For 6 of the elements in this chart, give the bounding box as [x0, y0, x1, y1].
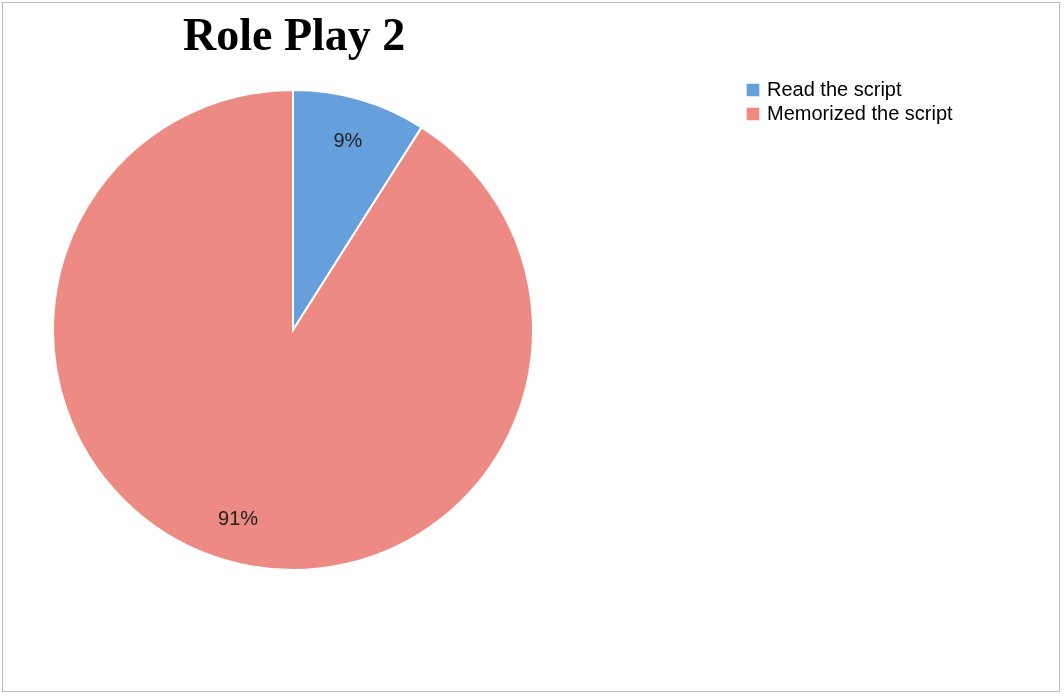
legend-label: Memorized the script [767, 102, 954, 124]
pie-slice [52, 89, 534, 571]
data-label: 91% [218, 506, 259, 529]
data-label: 9% [333, 129, 363, 152]
chart-title: Role Play 2 [183, 9, 406, 60]
legend-label: Read the script [767, 78, 902, 100]
